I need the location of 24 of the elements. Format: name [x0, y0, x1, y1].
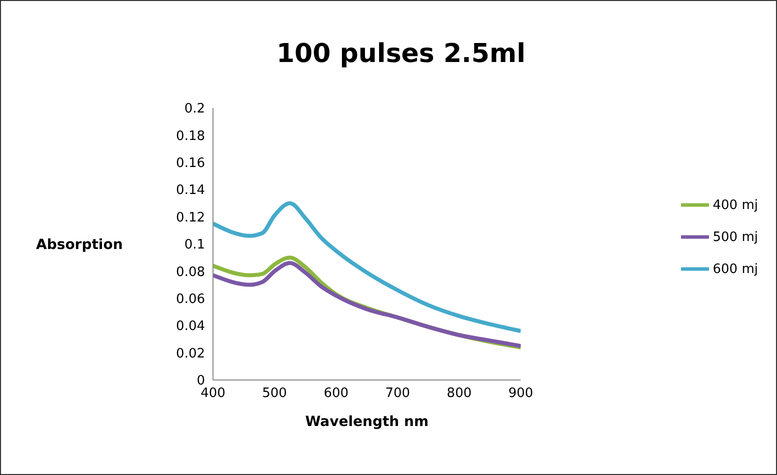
x-tick-label: 400: [200, 386, 226, 402]
y-tick-label: 0.02: [176, 346, 205, 362]
y-tick-label: 0.16: [176, 156, 205, 172]
y-tick-label: 0.2: [184, 102, 205, 117]
y-tick-label: 0.06: [176, 292, 205, 308]
line-series: [213, 201, 521, 334]
x-tick-label: 900: [508, 386, 534, 402]
y-tick-label: 0.1: [184, 238, 205, 253]
y-tick-label: 0.18: [176, 128, 205, 144]
y-tick-label: 0.04: [176, 319, 205, 334]
legend-label: 600 mj: [712, 262, 758, 276]
x-tick-label: 500: [262, 386, 287, 402]
y-tick-label: 0.14: [176, 183, 205, 198]
y-tick-label: 0: [196, 374, 205, 389]
y-tick-label: 0.08: [176, 264, 205, 280]
legend-label: 500 mj: [712, 230, 758, 244]
y-axis-title: Absorption: [36, 236, 123, 253]
chart-title: 100 pulses 2.5ml: [275, 39, 527, 69]
x-tick-label: 800: [446, 386, 472, 402]
x-tick-label: 600: [324, 386, 349, 402]
x-tick-label: 700: [385, 386, 410, 402]
legend-label: 400 mj: [712, 198, 758, 212]
y-tick-label: 0.12: [176, 210, 205, 226]
x-axis-title: Wavelength nm: [305, 414, 429, 430]
